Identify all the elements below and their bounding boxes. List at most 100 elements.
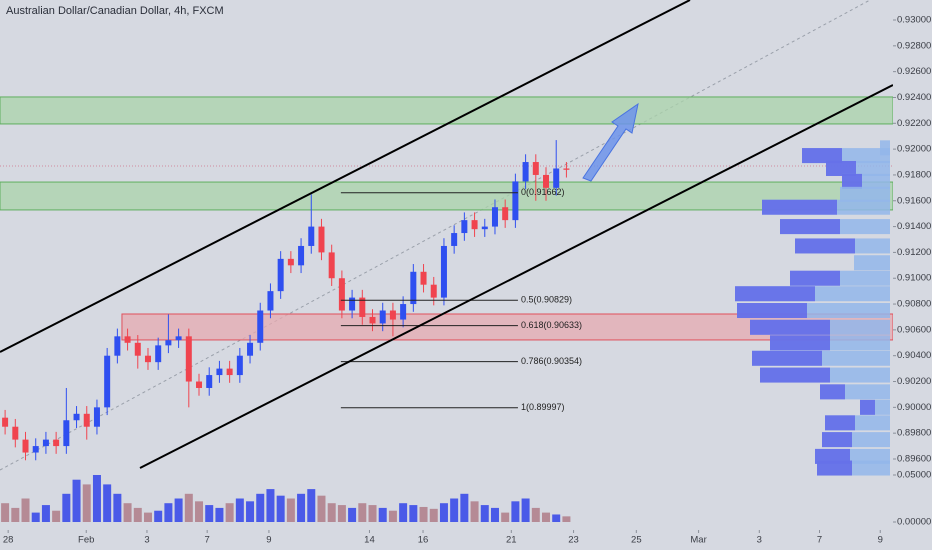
volume-bar [297, 493, 306, 522]
channel-midline [0, 0, 871, 471]
volume-bar [225, 503, 234, 522]
candle-body [298, 245, 305, 266]
volume-bar [205, 505, 214, 522]
profile-bar-dark [802, 148, 842, 164]
y-tick-label: 0.92000 [897, 144, 931, 155]
profile-bar-dark [770, 335, 830, 351]
x-tick-label: 7 [817, 535, 822, 546]
volume-bar [184, 493, 193, 522]
arrow-shape [582, 102, 639, 182]
profile-bar-dark [760, 367, 830, 383]
profile-bar-dark [795, 238, 855, 254]
volume-bar [143, 512, 152, 522]
candle-body [2, 417, 9, 427]
candle-body [22, 439, 29, 453]
candle-body [155, 345, 162, 363]
candle-body [563, 168, 570, 170]
candle-body [267, 291, 274, 311]
volume-bar [490, 507, 499, 522]
candle-body [12, 426, 19, 440]
candle-body [93, 407, 100, 427]
y-tick-label: 0.91000 [897, 273, 931, 284]
axis-panel [893, 0, 932, 550]
profile-bar-dark [817, 460, 852, 476]
candle-body [124, 336, 131, 343]
profile-bar [880, 140, 890, 156]
candle-body [349, 297, 356, 311]
candle-body [144, 355, 151, 363]
candle-body [543, 174, 550, 188]
volume-bar [460, 493, 469, 522]
profile-bar-dark [826, 160, 856, 176]
channel-lower [139, 84, 894, 469]
candle-body [318, 226, 325, 253]
volume-bar [348, 507, 357, 522]
x-tick-label: 3 [757, 535, 762, 546]
y-tick-label: 0.89800 [897, 428, 931, 439]
candle-body [185, 336, 192, 382]
volume-tick-label: 0.05000 [897, 470, 931, 481]
candle-body [369, 316, 376, 324]
y-tick-label: 0.92600 [897, 66, 931, 77]
volume-bar [388, 510, 397, 522]
x-tick-label: 21 [506, 535, 517, 546]
profile-bar-dark [752, 350, 822, 366]
volume-bar [552, 514, 561, 522]
fib-label: 0(0.91662) [521, 187, 565, 197]
x-tick-label: 9 [878, 535, 883, 546]
volume-bar [327, 503, 336, 522]
volume-bar [368, 505, 377, 522]
x-tick-label: 25 [631, 535, 642, 546]
y-tick-label: 0.91200 [897, 247, 931, 258]
volume-bar [215, 507, 224, 522]
fib-label: 0.618(0.90633) [521, 320, 582, 330]
y-tick-label: 0.90200 [897, 376, 931, 387]
profile-bar-dark [820, 384, 845, 400]
volume-bar [419, 506, 428, 522]
candle-body [165, 340, 172, 346]
volume-bar [256, 493, 265, 522]
volume [1, 475, 571, 522]
profile-bar-dark [762, 199, 837, 215]
candle-body [175, 336, 182, 341]
candle-body [236, 355, 243, 376]
y-tick-label: 0.90400 [897, 350, 931, 361]
profile-bar-dark [735, 286, 815, 302]
profile-bar [840, 186, 890, 202]
volume-bar [52, 510, 61, 522]
y-tick-label: 0.90800 [897, 299, 931, 310]
volume-bar [429, 508, 438, 522]
y-tick-label: 0.90600 [897, 324, 931, 335]
fib-label: 0.786(0.90354) [521, 356, 582, 366]
candle-body [53, 439, 60, 447]
zone [0, 181, 894, 211]
candle-body [461, 220, 468, 234]
volume-bar [103, 484, 112, 522]
volume-bar [531, 507, 540, 522]
candle-body [257, 310, 264, 343]
volume-bar [307, 489, 316, 522]
volume-bar [501, 512, 510, 522]
candle-body [114, 336, 121, 356]
candle-body [512, 181, 519, 221]
x-tick-label: 16 [418, 535, 429, 546]
candle-body [247, 342, 254, 356]
profile-bar-dark [750, 319, 830, 335]
profile-bar [854, 255, 890, 271]
volume-bar [276, 495, 285, 522]
candle-body [359, 297, 366, 317]
candle-body [83, 413, 90, 427]
volume-bar [1, 503, 10, 522]
volume-bar [123, 503, 132, 522]
candle-body [216, 368, 223, 376]
candle-body [277, 258, 284, 292]
candle-body [532, 162, 539, 175]
profile-bar-dark [780, 219, 840, 235]
candle-body [522, 162, 529, 182]
x-tick-label: 3 [144, 535, 149, 546]
volume-bar [72, 479, 81, 522]
y-tick-label: 0.91600 [897, 195, 931, 206]
candle-body [73, 413, 80, 421]
volume-bar [542, 512, 551, 522]
